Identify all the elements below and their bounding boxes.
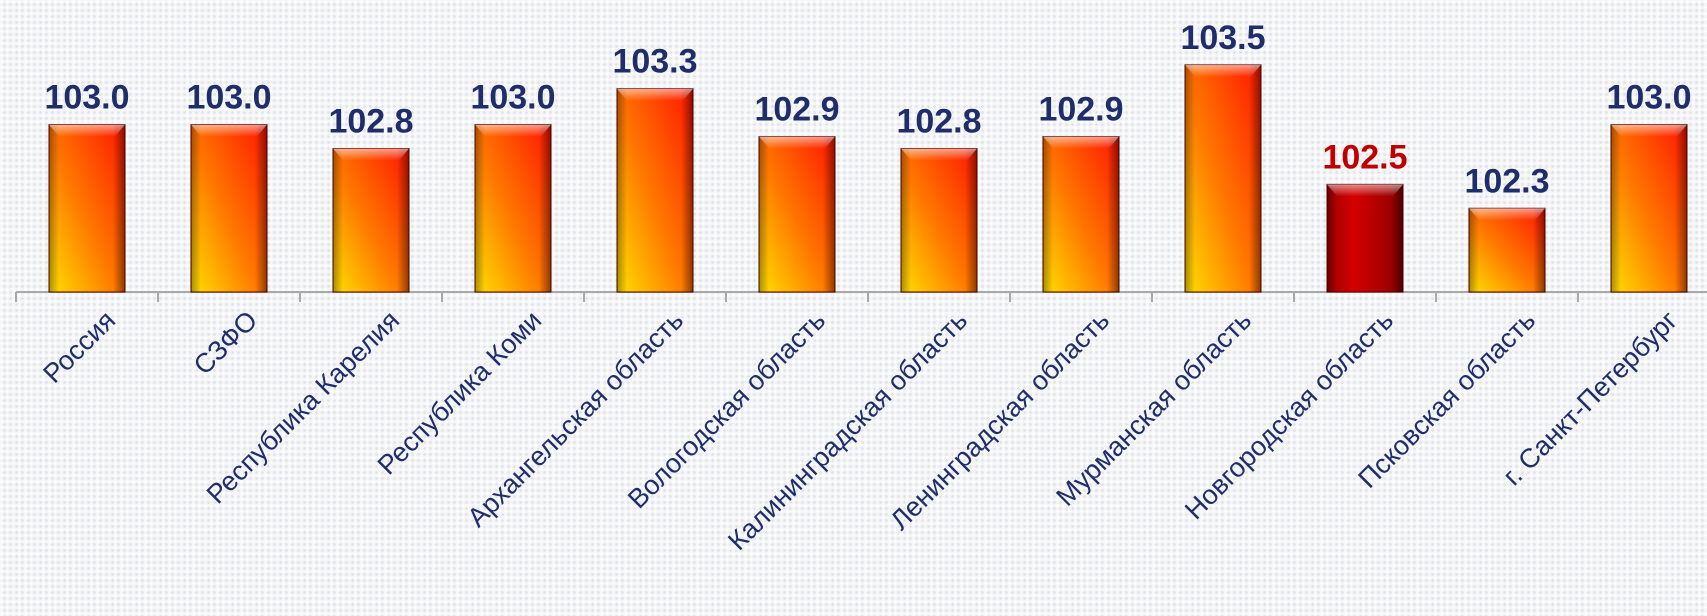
bar <box>1326 183 1404 293</box>
bar-edge-left <box>1043 136 1053 292</box>
bar-edge-left <box>333 148 343 292</box>
bar <box>1610 124 1688 293</box>
bar-edge-right <box>965 148 977 292</box>
bar-body <box>1184 64 1262 293</box>
data-label: 102.5 <box>1322 138 1407 176</box>
data-label: 103.0 <box>186 79 271 117</box>
x-tick-label: Россия <box>37 305 121 389</box>
bar-cap <box>333 148 409 161</box>
bar <box>332 147 410 293</box>
bar-edge-right <box>539 124 551 292</box>
bar-edge-right <box>1391 184 1403 292</box>
x-tick-label: СЗФО <box>188 305 263 380</box>
bar <box>190 124 268 293</box>
bar-cap <box>1469 208 1545 221</box>
bar-body <box>48 124 126 293</box>
bar-edge-left <box>1327 184 1337 292</box>
bar-cap <box>49 124 125 137</box>
bar <box>900 147 978 293</box>
bar <box>758 136 836 293</box>
data-label: 103.0 <box>44 79 129 117</box>
bar-edge-left <box>49 124 59 292</box>
bar <box>616 88 694 293</box>
bar <box>1184 64 1262 293</box>
data-label: 103.0 <box>1606 79 1691 117</box>
bar-cap <box>759 136 835 149</box>
data-label: 102.8 <box>896 102 981 140</box>
data-label: 102.9 <box>1038 91 1123 129</box>
bar-cap <box>1185 64 1261 77</box>
bar-body <box>1468 207 1546 293</box>
bar-edge-right <box>1249 64 1261 292</box>
bar-body <box>1610 124 1688 293</box>
bar-body <box>1042 136 1120 293</box>
bar-edge-right <box>681 88 693 292</box>
bar-edge-right <box>255 124 267 292</box>
bar-edge-left <box>191 124 201 292</box>
bar-edge-right <box>113 124 125 292</box>
bar-edge-left <box>475 124 485 292</box>
bar-cap <box>1611 124 1687 137</box>
bar-edge-right <box>823 136 835 292</box>
bar-cap <box>901 148 977 161</box>
bar <box>1468 207 1546 293</box>
bar-edge-left <box>617 88 627 292</box>
bar-cap <box>1043 136 1119 149</box>
bar-body <box>474 124 552 293</box>
bar-body <box>900 147 978 293</box>
bar <box>474 124 552 293</box>
bar-edge-right <box>1107 136 1119 292</box>
data-label: 103.5 <box>1180 19 1265 57</box>
bar-body <box>332 147 410 293</box>
bar-edge-left <box>901 148 911 292</box>
x-tick-label: Калининградская область <box>722 305 973 556</box>
bar-edge-left <box>1469 208 1479 292</box>
bar-edge-left <box>1611 124 1621 292</box>
bar-edge-left <box>1185 64 1195 292</box>
bar-body <box>1326 183 1404 293</box>
bar-cap <box>1327 184 1403 197</box>
bar-body <box>190 124 268 293</box>
bar-body <box>616 88 694 293</box>
bar <box>1042 136 1120 293</box>
data-label: 102.9 <box>754 91 839 129</box>
bar-edge-right <box>1533 208 1545 292</box>
bar-edge-right <box>1675 124 1687 292</box>
bar-edge-left <box>759 136 769 292</box>
data-label: 103.3 <box>612 43 697 81</box>
bar <box>48 124 126 293</box>
bar-cap <box>475 124 551 137</box>
bar-edge-right <box>397 148 409 292</box>
data-label: 102.8 <box>328 102 413 140</box>
bar-cap <box>617 88 693 101</box>
bar-cap <box>191 124 267 137</box>
data-label: 102.3 <box>1464 162 1549 200</box>
data-label: 103.0 <box>470 79 555 117</box>
